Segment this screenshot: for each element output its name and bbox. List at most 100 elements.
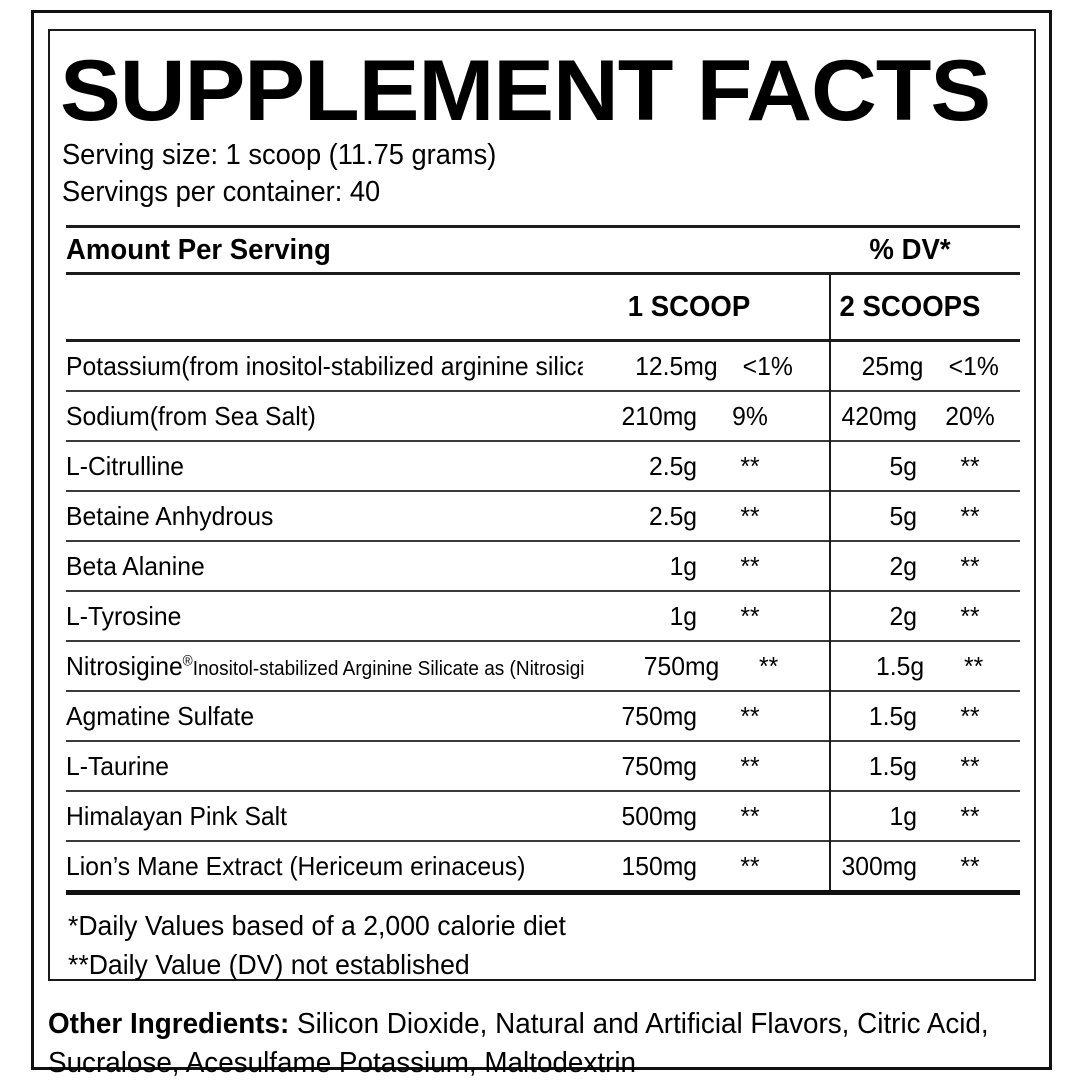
amount-2-scoops: 5g — [889, 500, 917, 531]
dv-2-scoops: ** — [960, 750, 980, 781]
rule-above-amount-header — [66, 225, 1020, 229]
dv-2-scoops: ** — [960, 500, 980, 531]
amount-1-scoop: 2.5g — [648, 450, 698, 481]
ingredient-name: Agmatine Sulfate — [66, 702, 255, 731]
footnotes: *Daily Values based of a 2,000 calorie d… — [68, 907, 986, 984]
amount-1-scoop: 150mg — [621, 850, 698, 881]
amount-1-scoop: 1g — [669, 550, 698, 581]
dv-2-scoops: ** — [960, 600, 980, 631]
row-separator — [66, 590, 1020, 593]
amount-2-scoops: 2g — [889, 550, 917, 581]
row-separator — [66, 390, 1020, 393]
percent-dv-header: % DV* — [869, 233, 951, 266]
row-separator — [66, 790, 1020, 793]
amount-1-scoop: 750mg — [621, 700, 698, 731]
nitrosigine-sub-text: Inositol-stabilized Arginine Silicate as… — [192, 658, 585, 681]
row-separator — [66, 840, 1020, 843]
dv-2-scoops: ** — [960, 850, 980, 881]
ingredient-name: Himalayan Pink Salt — [66, 802, 288, 831]
table-row: L-Citrulline 2.5g ** 5g ** — [66, 442, 1020, 490]
dv-2-scoops: ** — [963, 650, 983, 681]
dv-1-scoop: ** — [740, 550, 760, 581]
scoop-header-row: 1 SCOOP 2 SCOOPS — [66, 275, 1020, 339]
ingredient-name: Beta Alanine — [66, 552, 205, 581]
amount-2-scoops: 25mg — [861, 350, 924, 381]
one-scoop-header: 1 SCOOP — [627, 290, 751, 323]
table-row: L-Taurine 750mg ** 1.5g ** — [66, 742, 1020, 790]
table-row: L-Tyrosine 1g ** 2g ** — [66, 592, 1020, 640]
amount-1-scoop: 750mg — [621, 750, 698, 781]
table-row: Sodium(from Sea Salt) 210mg 9% 420mg 20% — [66, 392, 1020, 440]
row-separator — [66, 640, 1020, 643]
dv-1-scoop: <1% — [742, 350, 793, 381]
amount-1-scoop: 12.5mg — [635, 350, 719, 381]
other-ingredients: Other Ingredients: Silicon Dioxide, Natu… — [48, 1005, 1000, 1083]
dv-1-scoop: ** — [740, 850, 760, 881]
dv-1-scoop: 9% — [732, 400, 768, 431]
amount-1-scoop: 750mg — [643, 650, 719, 681]
supplement-facts-panel: SUPPLEMENT FACTS Serving size: 1 scoop (… — [48, 29, 1036, 981]
dv-1-scoop: ** — [740, 750, 760, 781]
amount-1-scoop: 210mg — [621, 400, 698, 431]
ingredient-name: Lion’s Mane Extract (Hericeum erinaceus) — [66, 852, 526, 881]
registered-mark-icon: ® — [182, 653, 193, 670]
footnote-daily-values: *Daily Values based of a 2,000 calorie d… — [68, 910, 566, 942]
servings-per-container-text: Servings per container: 40 — [62, 176, 381, 209]
dv-2-scoops: 20% — [945, 400, 995, 431]
page-title: SUPPLEMENT FACTS — [60, 43, 991, 139]
ingredient-name: Nitrosigine®Inositol-stabilized Arginine… — [66, 652, 584, 681]
dv-2-scoops: ** — [960, 450, 980, 481]
dv-1-scoop: ** — [740, 450, 760, 481]
amount-1-scoop: 2.5g — [648, 500, 698, 531]
nutrition-table: Amount Per Serving % DV* 1 SCOOP 2 SCOOP… — [66, 228, 1020, 896]
table-row: Himalayan Pink Salt 500mg ** 1g ** — [66, 792, 1020, 840]
dv-2-scoops: <1% — [948, 350, 999, 381]
amount-2-scoops: 5g — [889, 450, 917, 481]
amount-2-scoops: 1.5g — [868, 700, 917, 731]
dv-2-scoops: ** — [960, 550, 980, 581]
ingredient-name: Betaine Anhydrous — [66, 502, 274, 531]
table-row: Agmatine Sulfate 750mg ** 1.5g ** — [66, 692, 1020, 740]
table-row: Beta Alanine 1g ** 2g ** — [66, 542, 1020, 590]
row-separator — [66, 490, 1020, 493]
nitrosigine-main-text: Nitrosigine — [66, 652, 183, 681]
amount-1-scoop: 500mg — [621, 800, 698, 831]
amount-1-scoop: 1g — [669, 600, 698, 631]
supplement-facts-label: SUPPLEMENT FACTS Serving size: 1 scoop (… — [31, 10, 1052, 1079]
row-separator — [66, 690, 1020, 693]
table-row: Betaine Anhydrous 2.5g ** 5g ** — [66, 492, 1020, 540]
dv-1-scoop: ** — [740, 700, 760, 731]
rule-below-scoop-header — [66, 339, 1020, 343]
amount-2-scoops: 300mg — [841, 850, 917, 881]
amount-2-scoops: 420mg — [841, 400, 917, 431]
dv-1-scoop: ** — [740, 600, 760, 631]
table-row: Lion’s Mane Extract (Hericeum erinaceus)… — [66, 842, 1020, 890]
ingredient-name: Sodium(from Sea Salt) — [66, 402, 316, 431]
other-ingredients-label: Other Ingredients: — [48, 1008, 290, 1040]
table-row: Nitrosigine®Inositol-stabilized Arginine… — [66, 642, 1020, 690]
ingredient-name: L-Taurine — [66, 752, 169, 781]
row-separator — [66, 740, 1020, 743]
row-separator — [66, 440, 1020, 443]
rule-below-table — [66, 890, 1020, 896]
dv-1-scoop: ** — [740, 500, 760, 531]
table-row: Potassium(from inositol-stabilized argin… — [66, 342, 1020, 390]
amount-per-serving-header: Amount Per Serving — [66, 234, 331, 266]
table-header-row: Amount Per Serving % DV* — [66, 228, 1020, 272]
dv-2-scoops: ** — [960, 700, 980, 731]
column-divider — [829, 275, 831, 891]
dv-1-scoop: ** — [740, 800, 760, 831]
ingredient-name: L-Tyrosine — [66, 602, 182, 631]
dv-2-scoops: ** — [960, 800, 980, 831]
two-scoops-header: 2 SCOOPS — [839, 290, 981, 323]
amount-2-scoops: 1.5g — [875, 650, 924, 681]
rule-below-amount-header — [66, 272, 1020, 276]
footnote-dv-not-established: **Daily Value (DV) not established — [68, 949, 470, 981]
other-ingredients-text: Silicon Dioxide, Natural and Artificial … — [48, 1008, 989, 1080]
amount-2-scoops: 1.5g — [868, 750, 917, 781]
row-separator — [66, 540, 1020, 543]
serving-size-text: Serving size: 1 scoop (11.75 grams) — [62, 139, 497, 172]
ingredient-name: L-Citrulline — [66, 452, 185, 481]
dv-1-scoop: ** — [758, 650, 778, 681]
ingredient-name: Potassium(from inositol-stabilized argin… — [66, 352, 584, 381]
